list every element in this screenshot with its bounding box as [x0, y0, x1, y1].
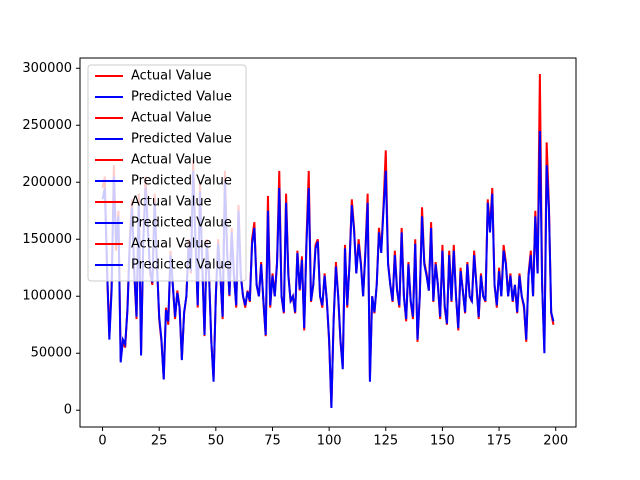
legend-label: Actual Value	[131, 153, 212, 168]
y-tick-label: 0	[64, 403, 72, 418]
legend-label: Actual Value	[131, 195, 212, 210]
x-tick-label: 25	[151, 434, 168, 449]
y-tick-label: 100000	[22, 289, 72, 304]
y-tick-label: 50000	[31, 346, 72, 361]
legend: Actual Value Predicted Value Actual Value P…	[87, 64, 247, 282]
x-tick-label: 75	[264, 434, 281, 449]
x-tick-label: 50	[208, 434, 225, 449]
x-tick-label: 200	[543, 434, 568, 449]
x-tick-label: 150	[430, 434, 455, 449]
y-tick-label: 300000	[22, 61, 72, 76]
y-tick-label: 250000	[22, 118, 72, 133]
plot-frame	[79, 57, 577, 428]
legend-label: Predicted Value	[131, 174, 232, 189]
legend-label: Predicted Value	[131, 258, 232, 273]
legend-label: Predicted Value	[131, 216, 232, 231]
legend-label: Actual Value	[131, 237, 212, 252]
legend-box	[87, 64, 247, 282]
y-tick-label: 200000	[22, 175, 72, 190]
series-line	[101, 130, 555, 408]
legend-label: Actual Value	[131, 69, 212, 84]
legend-label: Predicted Value	[131, 132, 232, 147]
y-tick-label: 150000	[22, 232, 72, 247]
x-tick-label: 125	[373, 434, 398, 449]
legend-label: Predicted Value	[131, 90, 232, 105]
x-tick-label: 0	[98, 434, 106, 449]
x-tick-label: 175	[487, 434, 512, 449]
legend-label: Actual Value	[131, 111, 212, 126]
x-tick-label: 100	[317, 434, 342, 449]
